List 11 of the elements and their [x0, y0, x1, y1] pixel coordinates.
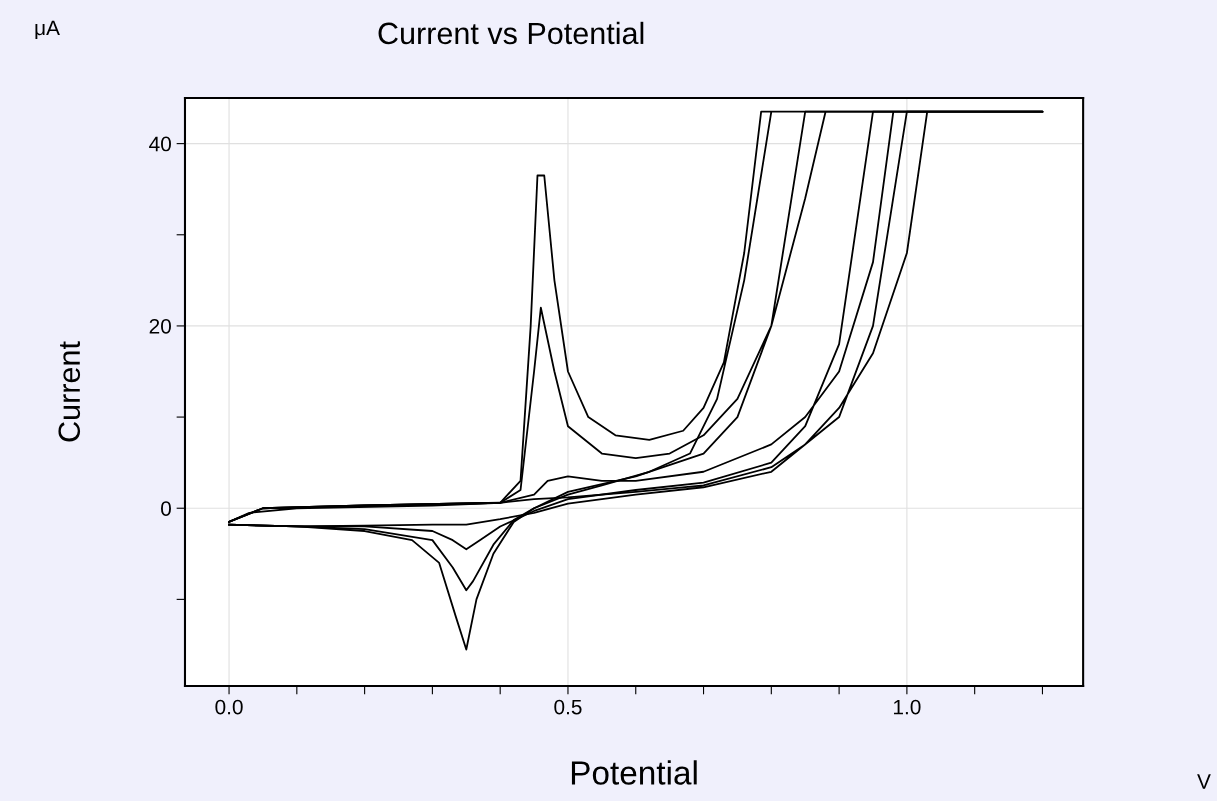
y-tick-label: 40 [149, 136, 171, 152]
x-axis-title: Potential [571, 760, 697, 785]
x-tick-label: 0.5 [554, 699, 582, 715]
text: μA [35, 20, 60, 40]
y-axis-title: Current [58, 341, 81, 442]
y-tick-label: 20 [149, 318, 171, 334]
y-tick-label: 0 [161, 501, 171, 516]
text: V [1197, 774, 1211, 789]
x-tick-label: 0.0 [215, 699, 243, 715]
x-tick-label: 1.0 [894, 699, 921, 715]
chart-title: Current vs Potential [378, 21, 644, 45]
